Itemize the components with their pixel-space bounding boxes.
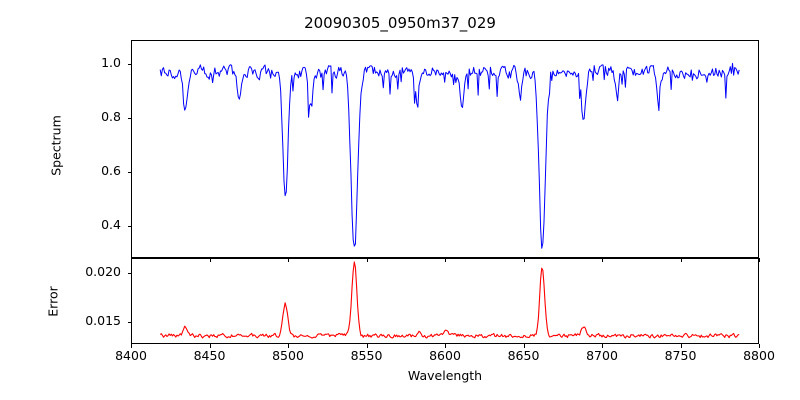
x-tick-mark <box>759 344 761 348</box>
y-tick-mark <box>127 64 131 66</box>
x-tick-mark <box>759 258 761 262</box>
error-line-series <box>132 259 758 343</box>
x-tick-mark <box>288 344 290 348</box>
x-tick-label: 8500 <box>272 348 304 363</box>
y-tick-mark <box>127 171 131 173</box>
x-tick-mark <box>602 258 604 262</box>
error-y-axis-label: Error <box>45 286 61 317</box>
chart-title: 20090305_0950m37_029 <box>304 14 496 32</box>
x-tick-mark <box>523 344 525 348</box>
y-tick-label: 0.8 <box>101 109 121 125</box>
x-tick-label: 8650 <box>507 348 540 363</box>
x-tick-mark <box>288 258 290 262</box>
x-tick-label: 8700 <box>586 348 618 363</box>
y-tick-label: 0.4 <box>101 216 121 232</box>
x-tick-label: 8550 <box>350 348 383 363</box>
x-tick-label: 8450 <box>193 348 226 363</box>
x-tick-mark <box>445 258 447 262</box>
x-tick-mark <box>523 258 525 262</box>
y-tick-mark <box>127 322 131 324</box>
x-tick-mark <box>602 344 604 348</box>
error-plot-area <box>131 258 759 344</box>
y-tick-label: 0.020 <box>85 263 121 279</box>
x-tick-label: 8600 <box>429 348 461 363</box>
y-tick-label: 0.015 <box>85 313 121 329</box>
x-tick-mark <box>366 344 368 348</box>
x-tick-mark <box>680 258 682 262</box>
y-tick-mark <box>127 272 131 274</box>
spectrum-y-axis-label: Spectrum <box>48 115 64 176</box>
y-tick-mark <box>127 118 131 120</box>
x-tick-mark <box>366 258 368 262</box>
x-tick-mark <box>209 258 211 262</box>
x-tick-mark <box>445 344 447 348</box>
y-tick-label: 1.0 <box>101 55 121 71</box>
x-tick-mark <box>131 344 133 348</box>
x-tick-mark <box>131 258 133 262</box>
spectrum-line-series <box>132 41 758 257</box>
x-tick-label: 8800 <box>743 348 775 363</box>
x-tick-label: 8750 <box>664 348 697 363</box>
x-tick-mark <box>209 344 211 348</box>
spectrum-plot-area <box>131 40 759 258</box>
y-tick-mark <box>127 225 131 227</box>
y-tick-label: 0.6 <box>101 162 121 178</box>
x-tick-label: 8400 <box>115 348 147 363</box>
x-axis-label: Wavelength <box>407 368 483 383</box>
x-tick-mark <box>680 344 682 348</box>
